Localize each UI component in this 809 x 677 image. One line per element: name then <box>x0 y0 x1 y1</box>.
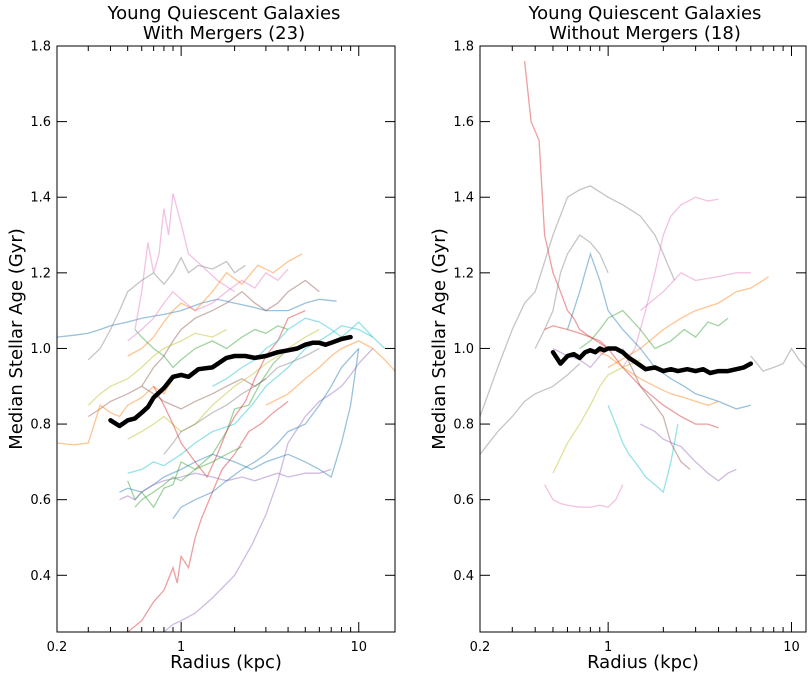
galaxy-profile-line-10 <box>127 325 374 474</box>
galaxy-profile-line-19 <box>87 328 227 406</box>
y-tick-label: 1.2 <box>453 266 474 281</box>
galaxy-profile-line-14 <box>153 310 306 479</box>
panel-2: 0.4 0.6 0.8 1.0 1.2 1.4 1.6 1.8 0.2 1 10 Young Quie… <box>429 3 807 673</box>
median-profile-line <box>550 346 754 376</box>
galaxy-profile-line-21 <box>172 348 360 519</box>
x-tick-label: 1 <box>177 640 185 655</box>
y-axis-label: Median Stellar Age (Gyr) <box>429 228 450 449</box>
galaxy-profile-line-23 <box>134 446 243 508</box>
galaxy-profile-line-12 <box>57 378 174 446</box>
galaxy-profile-line-8 <box>640 423 737 482</box>
galaxy-profile-line-20 <box>212 317 386 387</box>
x-axis-label: Radius (kpc) <box>587 652 699 673</box>
galaxy-profile-line-17 <box>750 347 806 372</box>
y-tick-label: 1.0 <box>453 342 474 357</box>
x-tick-label: 0.2 <box>47 640 68 655</box>
galaxy-profile-line-13 <box>134 325 289 369</box>
panel-title-line-2: Without Mergers (18) <box>549 23 741 44</box>
y-tick-label: 1.8 <box>30 40 51 55</box>
galaxy-profile-line-11 <box>119 348 360 493</box>
galaxy-profile-line-16 <box>141 279 320 387</box>
galaxy-profile-line-2 <box>480 185 676 417</box>
plot-frame <box>479 45 807 633</box>
y-tick-label: 1.6 <box>30 115 51 130</box>
y-axis-label: Median Stellar Age (Gyr) <box>6 228 27 449</box>
galaxy-profile-line-5 <box>163 348 374 632</box>
galaxy-profile-line-17 <box>127 268 289 342</box>
galaxy-profile-line-5 <box>607 276 769 368</box>
galaxy-profile-line-16 <box>480 363 581 455</box>
galaxy-profile-line-4 <box>127 400 289 632</box>
galaxy-profile-line-9 <box>566 251 751 410</box>
y-tick-label: 1.0 <box>30 342 51 357</box>
panel-title-line-1: Young Quiescent Galaxies <box>528 3 762 24</box>
y-tick-label: 1.4 <box>30 191 51 206</box>
galaxy-profile-line-4 <box>544 484 624 508</box>
y-tick-label: 1.6 <box>453 115 474 130</box>
galaxy-profile-line-3 <box>622 196 719 368</box>
galaxy-profile-line-7 <box>607 404 679 494</box>
median-profile-line <box>108 334 353 429</box>
x-tick-label: 10 <box>783 640 800 655</box>
x-tick-label: 0.2 <box>470 640 491 655</box>
galaxy-profile-line-2 <box>127 253 303 357</box>
galaxy-profile-line-18 <box>163 347 320 455</box>
plot-frame <box>56 45 396 633</box>
y-tick-label: 0.8 <box>453 418 474 433</box>
y-tick-label: 0.6 <box>30 493 51 508</box>
y-tick-label: 1.4 <box>453 191 474 206</box>
galaxy-profile-line-9 <box>127 328 320 440</box>
y-tick-label: 0.6 <box>453 493 474 508</box>
galaxy-profile-line-14 <box>544 325 719 429</box>
panel-title-line-2: With Mergers (23) <box>143 23 305 44</box>
galaxy-profile-line-6 <box>639 271 751 312</box>
y-tick-label: 1.8 <box>453 40 474 55</box>
galaxy-profile-line-1 <box>57 298 337 338</box>
x-tick-label: 1 <box>604 640 612 655</box>
y-tick-label: 0.4 <box>30 569 51 584</box>
galaxy-profile-line-7 <box>134 193 235 330</box>
galaxy-profile-line-22 <box>265 340 395 406</box>
y-tick-label: 0.8 <box>30 418 51 433</box>
x-tick-label: 10 <box>350 640 367 655</box>
galaxy-profile-line-13 <box>534 234 609 349</box>
galaxy-profile-line-11 <box>552 359 641 474</box>
galaxy-profile-line-12 <box>622 348 691 470</box>
galaxy-profile-line-15 <box>119 468 332 501</box>
galaxy-profile-line-15 <box>590 347 719 406</box>
galaxy-profile-line-1 <box>523 61 609 349</box>
y-tick-label: 0.4 <box>453 569 474 584</box>
galaxy-profile-line-3 <box>127 348 289 509</box>
y-tick-label: 1.2 <box>30 266 51 281</box>
plot-area <box>480 61 806 508</box>
plot-area <box>57 193 395 632</box>
x-axis-label: Radius (kpc) <box>170 652 282 673</box>
galaxy-profile-line-10 <box>579 309 729 350</box>
galaxy-profile-line-6 <box>87 377 267 418</box>
galaxy-profile-line-8 <box>87 256 246 361</box>
panel-title-line-1: Young Quiescent Galaxies <box>107 3 341 24</box>
panel-1: 0.4 0.6 0.8 1.0 1.2 1.4 1.6 1.8 0.2 1 10 Young Quie… <box>6 3 396 673</box>
